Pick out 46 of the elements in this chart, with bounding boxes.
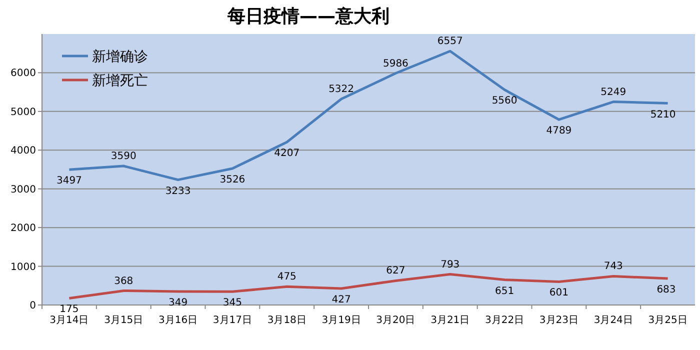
data-label: 793 bbox=[440, 259, 460, 270]
data-label: 6557 bbox=[437, 36, 463, 48]
data-label: 349 bbox=[168, 297, 188, 308]
data-label: 5322 bbox=[328, 84, 354, 95]
y-tick-label: 4000 bbox=[10, 146, 36, 157]
data-label: 683 bbox=[656, 284, 676, 296]
data-label: 627 bbox=[386, 266, 406, 277]
data-label: 5986 bbox=[382, 58, 408, 70]
y-tick-label: 3000 bbox=[10, 184, 36, 196]
data-label: 651 bbox=[494, 286, 514, 297]
data-label: 3590 bbox=[110, 151, 136, 162]
data-label: 4789 bbox=[546, 126, 572, 137]
data-label: 427 bbox=[332, 294, 351, 306]
data-label: 3497 bbox=[56, 176, 82, 187]
y-tick-label: 5000 bbox=[10, 106, 36, 118]
legend-label: 新增确诊 bbox=[92, 49, 148, 65]
x-tick-label: 3月25日 bbox=[648, 315, 688, 326]
data-label: 3233 bbox=[165, 186, 191, 197]
x-tick-label: 3月23日 bbox=[539, 315, 579, 326]
x-tick-label: 3月20日 bbox=[376, 315, 416, 326]
y-tick-label: 2000 bbox=[10, 223, 36, 234]
y-tick-label: 0 bbox=[30, 300, 36, 312]
chart-title: 每日疫情——意大利 bbox=[226, 6, 390, 27]
x-tick-label: 3月14日 bbox=[50, 315, 89, 326]
data-label: 5249 bbox=[600, 86, 626, 98]
data-label: 601 bbox=[549, 288, 569, 299]
x-tick-label: 3月21日 bbox=[430, 315, 470, 326]
data-label: 4207 bbox=[274, 148, 300, 160]
legend-label: 新增死亡 bbox=[92, 73, 148, 89]
data-label: 743 bbox=[604, 261, 623, 272]
data-label: 3526 bbox=[220, 174, 246, 186]
x-tick-label: 3月18日 bbox=[267, 315, 306, 326]
data-label: 345 bbox=[222, 298, 242, 309]
x-tick-label: 3月22日 bbox=[484, 315, 524, 326]
data-label: 475 bbox=[277, 272, 296, 283]
y-tick-label: 6000 bbox=[10, 68, 36, 80]
data-label: 368 bbox=[114, 276, 134, 287]
x-tick-label: 3月19日 bbox=[322, 315, 361, 326]
x-tick-label: 3月15日 bbox=[104, 315, 144, 326]
data-label: 5210 bbox=[650, 109, 676, 120]
y-tick-label: 1000 bbox=[10, 262, 36, 273]
x-tick-label: 3月17日 bbox=[212, 315, 252, 326]
x-tick-label: 3月24日 bbox=[594, 315, 633, 326]
data-label: 175 bbox=[60, 304, 79, 316]
x-tick-label: 3月16日 bbox=[158, 315, 198, 326]
data-label: 5560 bbox=[492, 96, 518, 107]
